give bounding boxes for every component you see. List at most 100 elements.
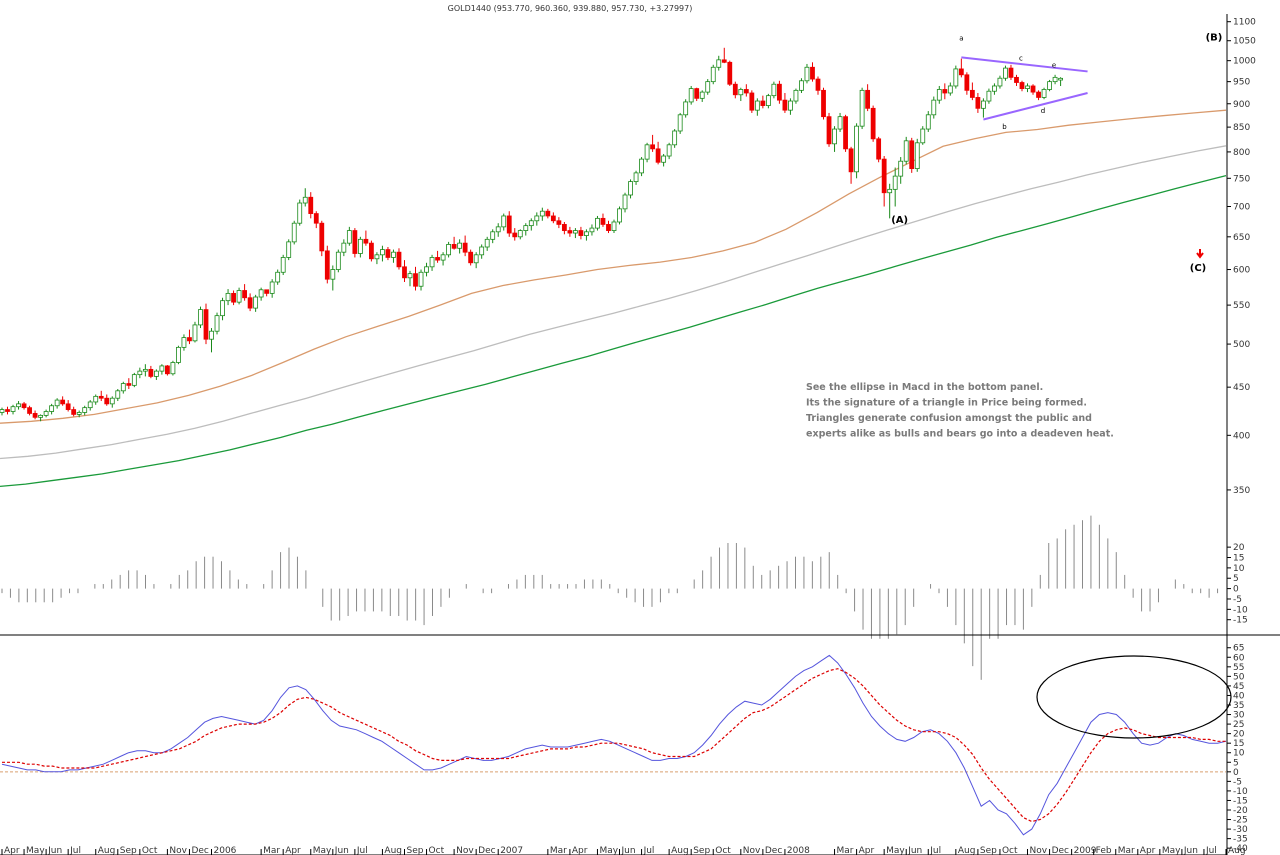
candle-body bbox=[512, 232, 518, 238]
moving-average-3 bbox=[0, 174, 1227, 488]
candle-body bbox=[192, 324, 198, 342]
x-axis-tick-label: May bbox=[599, 846, 618, 855]
candle-body bbox=[848, 148, 854, 173]
candle-body bbox=[374, 254, 380, 260]
candle-body bbox=[573, 230, 578, 234]
histogram-axis-tick-label: 15 bbox=[1233, 554, 1244, 564]
macd-axis-tick-label: -35 bbox=[1233, 835, 1248, 845]
candle-body bbox=[302, 196, 308, 204]
candle-body bbox=[203, 309, 209, 340]
candle-body bbox=[484, 238, 490, 248]
wave-label: (C) bbox=[1190, 263, 1206, 274]
candle-body bbox=[363, 238, 369, 244]
candle-body bbox=[992, 85, 997, 92]
candle-body bbox=[677, 114, 683, 132]
candle-body bbox=[606, 224, 611, 231]
candle-body bbox=[892, 175, 898, 190]
candle-body bbox=[176, 346, 181, 363]
wave-label: (A) bbox=[891, 215, 908, 226]
x-axis-tick-label: Mar bbox=[837, 846, 854, 855]
candle-body bbox=[198, 309, 203, 326]
candle-body bbox=[319, 222, 325, 252]
candle-body bbox=[727, 61, 733, 85]
signal-line bbox=[2, 668, 1226, 823]
x-axis-tick-label: Mar bbox=[550, 846, 567, 855]
candle-body bbox=[986, 90, 992, 102]
x-axis-tick-label: May bbox=[26, 846, 45, 855]
candle-body bbox=[32, 413, 38, 418]
candle-body bbox=[561, 224, 567, 231]
x-axis-tick-label: Dec bbox=[1052, 846, 1069, 855]
macd-axis-tick-label: 30 bbox=[1233, 711, 1245, 721]
histogram-axis-tick-label: 5 bbox=[1233, 574, 1239, 584]
candle-body bbox=[793, 89, 799, 102]
candle-body bbox=[225, 292, 231, 302]
candle-body bbox=[418, 271, 424, 287]
candle-body bbox=[837, 116, 843, 130]
candle-body bbox=[688, 88, 694, 103]
annotation-line-2: Its the signature of a triangle in Price… bbox=[806, 398, 1087, 409]
candle-body bbox=[98, 395, 104, 399]
candle-body bbox=[628, 181, 633, 196]
x-axis-tick-label: May bbox=[886, 846, 905, 855]
candle-body bbox=[324, 250, 330, 280]
histogram-axis-tick-label: 10 bbox=[1233, 564, 1245, 574]
candle-body bbox=[495, 226, 501, 233]
candle-body bbox=[843, 116, 848, 150]
candle-body bbox=[1008, 67, 1014, 78]
candle-body bbox=[732, 83, 738, 96]
x-axis-tick-label: Sep bbox=[120, 846, 137, 855]
x-axis-tick-label: Apr bbox=[859, 846, 875, 855]
candle-body bbox=[925, 114, 931, 130]
x-axis-tick-label: 2009 bbox=[1074, 846, 1097, 855]
x-axis-tick-label: Aug bbox=[671, 846, 689, 855]
axes: 3504004505005506006507007508008509009501… bbox=[0, 14, 1280, 855]
candle-body bbox=[578, 230, 584, 236]
candle-body bbox=[881, 158, 887, 194]
candle-body bbox=[1019, 82, 1025, 89]
x-axis-tick-label: Jul bbox=[1205, 846, 1217, 855]
candle-body bbox=[313, 213, 319, 224]
candle-body bbox=[291, 222, 297, 243]
x-axis-tick-label: Nov bbox=[1030, 846, 1048, 855]
x-axis-tick-label: Dec bbox=[765, 846, 782, 855]
macd-axis-tick-label: 50 bbox=[1233, 672, 1245, 682]
candle-body bbox=[275, 271, 281, 283]
price-axis-tick-label: 750 bbox=[1233, 174, 1250, 184]
candle-body bbox=[815, 78, 821, 91]
candle-body bbox=[914, 142, 920, 170]
x-axis-tick-label: Dec bbox=[191, 846, 208, 855]
price-axis-tick-label: 550 bbox=[1233, 301, 1250, 311]
histogram-axis-tick-label: -15 bbox=[1233, 616, 1248, 626]
candle-body bbox=[115, 390, 121, 399]
candle-body bbox=[142, 368, 148, 372]
candle-body bbox=[545, 210, 551, 217]
histogram-axis-tick-label: 20 bbox=[1233, 543, 1245, 553]
candle-body bbox=[799, 80, 804, 91]
candle-body bbox=[958, 68, 964, 76]
x-axis-tick-label: Oct bbox=[715, 846, 731, 855]
moving-average-1 bbox=[0, 109, 1227, 424]
candle-body bbox=[782, 99, 788, 111]
candle-body bbox=[220, 300, 225, 317]
macd-axis-tick-label: 15 bbox=[1233, 739, 1244, 749]
candle-body bbox=[65, 403, 71, 410]
candle-body bbox=[964, 74, 970, 91]
candle-body bbox=[297, 202, 303, 224]
x-axis-tick-label: Jul bbox=[929, 846, 941, 855]
candle-body bbox=[595, 217, 600, 229]
x-axis-tick-label: Nov bbox=[169, 846, 187, 855]
candle-body bbox=[38, 414, 43, 418]
triangle-trendline-2 bbox=[983, 92, 1088, 121]
candle-body bbox=[126, 383, 132, 386]
price-axis-tick-label: 900 bbox=[1233, 100, 1250, 110]
candle-body bbox=[870, 107, 876, 140]
candle-body bbox=[71, 409, 77, 415]
macd-ellipse bbox=[1036, 655, 1232, 739]
candle-body bbox=[258, 289, 264, 298]
candle-body bbox=[754, 100, 760, 111]
x-axis-tick-label: Mar bbox=[1118, 846, 1135, 855]
x-axis-tick-label: Aug bbox=[1228, 846, 1246, 855]
candle-body bbox=[308, 196, 314, 214]
candle-body bbox=[165, 365, 170, 375]
